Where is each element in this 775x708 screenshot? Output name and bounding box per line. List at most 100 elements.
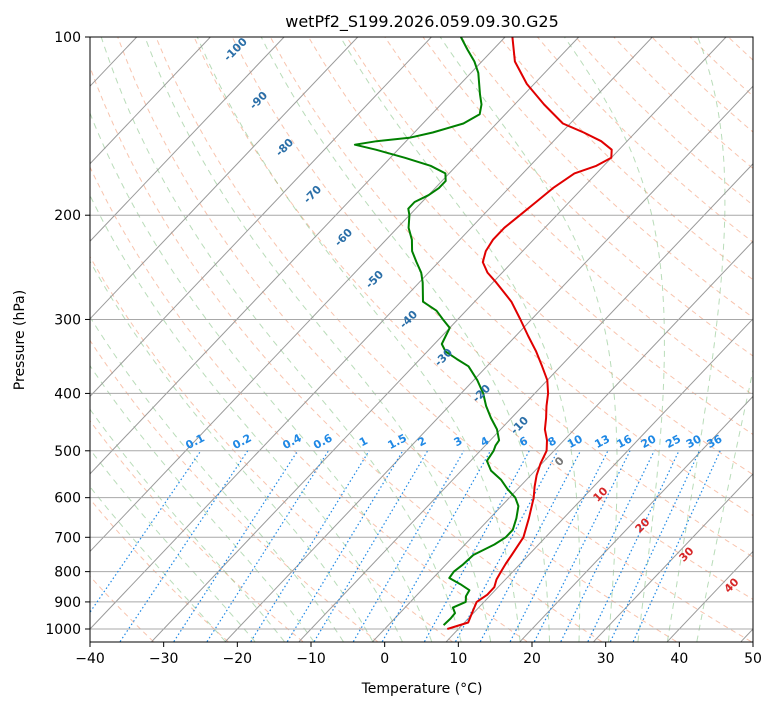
mixing-ratio-label: 0.4	[280, 431, 304, 452]
mixing-ratio-label: 30	[684, 432, 704, 451]
isotherm	[519, 395, 753, 642]
dry-adiabat-label: -30	[432, 346, 455, 369]
moist-adiabat	[439, 37, 618, 642]
dry-adiabat-label: -50	[363, 268, 386, 291]
dry-adiabat	[231, 37, 753, 558]
dry-adiabat-label: -70	[301, 183, 324, 206]
mixing-ratio-line	[455, 450, 559, 642]
dry-adiabat	[766, 37, 775, 642]
plot-frame	[89, 36, 754, 643]
x-tick-label: −30	[149, 651, 179, 667]
x-tick-label: 30	[597, 651, 615, 667]
moist-adiabat	[339, 37, 581, 642]
dry-adiabat-label: -60	[332, 226, 355, 249]
mixing-ratio-label: 0.1	[183, 431, 206, 452]
y-tick-label: 1000	[45, 622, 81, 638]
mixing-ratio-line	[533, 450, 631, 642]
y-tick-label: 400	[54, 386, 81, 402]
dry-adiabat-label: -100	[221, 35, 250, 64]
isotherm	[225, 85, 753, 642]
isotherm	[90, 37, 580, 553]
isotherm	[372, 240, 753, 642]
mixing-ratio-line	[250, 450, 370, 642]
moist-adiabat-label: 20	[633, 515, 653, 535]
mixing-ratio-label: 1	[357, 434, 370, 449]
moist-adiabat	[90, 486, 226, 642]
temperature-profile	[447, 37, 613, 630]
adiabat-labels: 0.1 0.2 0.4 0.6 1 1.5 2 3 4 6 8 10 13 16 20 25 30 36-100-…	[183, 35, 742, 596]
mixing-ratio-line	[352, 450, 465, 642]
moist-adiabat	[90, 448, 256, 642]
mixing-ratio-line	[423, 450, 530, 642]
x-tick-label: 20	[523, 651, 541, 667]
moist-adiabat	[90, 260, 374, 642]
x-tick-label: −10	[296, 651, 326, 667]
x-tick-label: 10	[449, 651, 467, 667]
y-tick-label: 100	[54, 30, 81, 46]
dry-adiabat	[727, 37, 753, 61]
y-tick-label: 500	[54, 444, 81, 460]
isotherm	[90, 37, 432, 398]
mixing-ratio-label: 6	[517, 434, 530, 449]
mixing-ratio-line	[509, 450, 609, 642]
dry-adiabat	[0, 37, 4, 642]
dewpoint-profile	[353, 37, 520, 626]
mixing-ratio-label: 0.6	[311, 431, 335, 452]
isotherm	[90, 37, 285, 243]
isotherm	[90, 37, 653, 630]
moist-adiabat	[563, 37, 665, 642]
isotherm	[593, 473, 753, 642]
dry-adiabat	[90, 65, 602, 642]
isotherm	[446, 318, 753, 642]
y-tick-label: 300	[54, 312, 81, 328]
dry-adiabat	[155, 37, 752, 642]
mixing-ratio-line	[609, 450, 700, 642]
background-lines	[0, 37, 775, 642]
y-tick-label: 200	[54, 208, 81, 224]
chart-title: wetPf2_S199.2026.059.09.30.G25	[285, 12, 559, 32]
y-axis-label: Pressure (hPa)	[12, 290, 28, 390]
dry-adiabat	[613, 37, 753, 170]
isotherm	[740, 628, 753, 642]
mixing-ratio-line	[381, 450, 491, 642]
mixing-ratio-line	[313, 450, 429, 642]
x-tick-label: −40	[75, 651, 105, 667]
dry-adiabat-label: -10	[508, 414, 531, 437]
isotherm	[90, 37, 506, 475]
dry-adiabat	[269, 37, 753, 517]
moist-adiabat	[90, 364, 315, 642]
dry-adiabat-label: -90	[247, 89, 270, 112]
dry-adiabat-label: 0	[552, 454, 567, 469]
x-tick-label: −20	[223, 651, 253, 667]
dry-adiabat	[384, 37, 753, 396]
dry-adiabat	[90, 498, 229, 642]
isotherm	[298, 163, 753, 642]
moist-adiabat-label: 40	[722, 575, 742, 595]
dry-adiabat	[90, 255, 453, 642]
moist-adiabat	[100, 37, 462, 642]
moist-adiabat	[260, 37, 550, 642]
dry-adiabat	[90, 339, 378, 642]
dry-adiabat	[308, 37, 753, 476]
mixing-ratio-line	[560, 450, 655, 642]
moist-adiabat	[666, 37, 726, 642]
x-tick-label: 50	[744, 651, 762, 667]
mixing-ratio-label: 2	[416, 434, 429, 449]
mixing-ratio-line	[587, 450, 680, 642]
dry-adiabat	[689, 37, 753, 97]
mixing-ratio-line	[632, 450, 721, 642]
mixing-ratio-line	[479, 450, 582, 642]
dry-adiabat-label: -20	[470, 382, 493, 405]
mixing-ratio-label: 0.2	[230, 431, 253, 452]
y-tick-label: 900	[54, 595, 81, 611]
dry-adiabat	[460, 37, 753, 319]
dry-adiabat	[193, 37, 753, 601]
mixing-ratio-line	[90, 450, 202, 614]
moist-adiabat	[196, 37, 521, 642]
isotherm	[0, 37, 63, 642]
dry-adiabat	[90, 419, 304, 642]
mixing-ratio-label: 16	[615, 432, 635, 451]
x-axis-label: Temperature (°C)	[361, 681, 483, 697]
isotherm	[151, 37, 727, 642]
